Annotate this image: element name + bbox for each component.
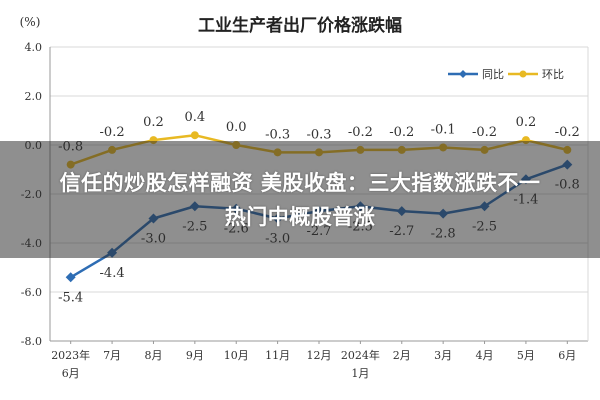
x-tick-label: 7月 (103, 349, 121, 362)
legend-marker (459, 70, 467, 78)
headline-line-2: 热门中概股普涨 (224, 204, 376, 229)
legend-label: 环比 (542, 68, 564, 81)
x-tick-label: 12月 (307, 349, 332, 362)
y-axis-unit-label: (%) (20, 15, 41, 29)
data-label: -5.4 (58, 290, 83, 305)
x-tick-label: 2024年 (341, 348, 380, 362)
x-tick-label: 10月 (224, 349, 249, 362)
x-tick-label: 9月 (186, 349, 204, 362)
x-tick-label: 2023年 (51, 348, 90, 362)
legend-label: 同比 (482, 68, 504, 81)
x-tick-label: 6月 (62, 367, 80, 380)
x-tick-label: 11月 (265, 349, 290, 362)
data-label: 0.4 (185, 110, 206, 125)
x-tick-label: 4月 (476, 349, 494, 362)
y-tick-label: 4.0 (25, 41, 43, 54)
data-label: -0.1 (431, 122, 456, 137)
x-tick-label: 2月 (393, 349, 411, 362)
data-point (65, 272, 76, 283)
data-label: -0.2 (389, 125, 414, 140)
chart-title: 工业生产者出厂价格涨跌幅 (198, 15, 402, 36)
data-label: -0.3 (265, 127, 290, 142)
data-label: -0.2 (555, 125, 580, 140)
data-label: -0.2 (100, 125, 125, 140)
headline-line-1: 信任的炒股怎样融资 美股收盘：三大指数涨跌不一 (59, 170, 541, 195)
data-label: -4.4 (100, 266, 125, 281)
data-label: 0.0 (226, 120, 247, 135)
data-label: 0.2 (143, 115, 164, 130)
data-point (190, 131, 199, 140)
x-tick-label: 3月 (434, 349, 452, 362)
data-label: -0.2 (348, 125, 373, 140)
x-tick-label: 1月 (351, 367, 369, 380)
data-label: -0.3 (306, 127, 331, 142)
data-label: -0.2 (472, 125, 497, 140)
x-tick-label: 6月 (558, 349, 576, 362)
legend-marker (519, 70, 527, 78)
y-tick-label: 2.0 (25, 90, 43, 103)
data-label: 0.2 (516, 115, 537, 130)
x-tick-label: 8月 (144, 349, 162, 362)
news-headline-overlay[interactable]: 信任的炒股怎样融资 美股收盘：三大指数涨跌不一 热门中概股普涨 (0, 141, 600, 258)
x-tick-label: 5月 (517, 349, 535, 362)
y-tick-label: -6.0 (21, 286, 42, 299)
y-tick-label: -8.0 (21, 335, 42, 348)
